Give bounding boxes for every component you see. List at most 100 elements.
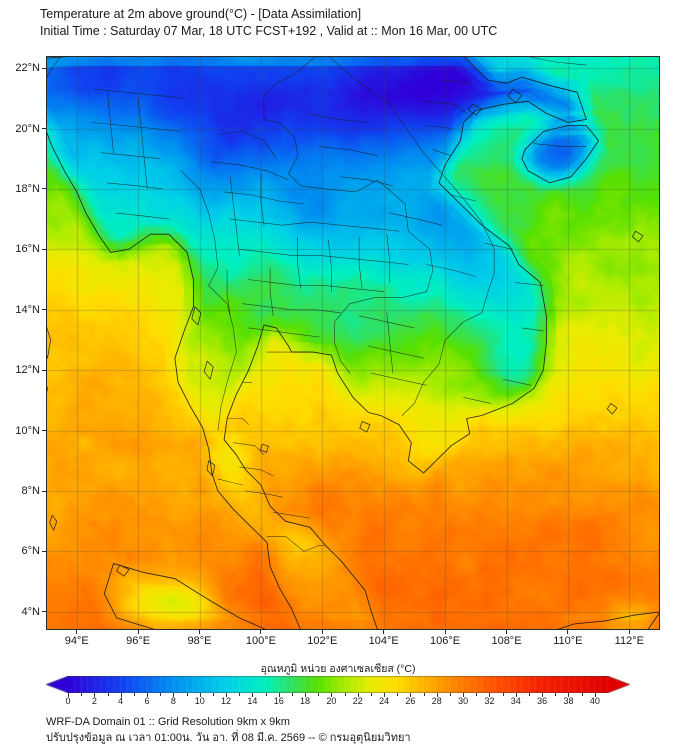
- colorbar-tick-minor: [239, 693, 241, 696]
- x-axis-tick: [628, 630, 630, 634]
- colorbar-tick-minor: [291, 693, 293, 696]
- x-axis-tick: [567, 630, 569, 634]
- footer-line1: WRF-DA Domain 01 :: Grid Resolution 9km …: [46, 716, 290, 728]
- colorbar-tick-minor: [107, 693, 109, 696]
- colorbar-tick-minor: [81, 693, 83, 696]
- colorbar-tick-major: [384, 693, 386, 697]
- colorbar-tick-minor: [370, 693, 372, 696]
- colorbar-title: อุณหภูมิ หน่วย องศาเซลเซียส (°C): [260, 663, 416, 675]
- colorbar-tick-label: 38: [563, 696, 574, 706]
- colorbar-tick-major: [436, 693, 438, 697]
- x-axis-tick: [137, 630, 139, 634]
- colorbar-tick-label: 22: [352, 696, 363, 706]
- y-axis-tick-label: 8°N: [21, 485, 40, 498]
- colorbar-tick-major: [252, 693, 254, 697]
- colorbar-tick-minor: [212, 693, 214, 696]
- colorbar-tick-major: [410, 693, 412, 697]
- colorbar-tick-label: 14: [247, 696, 258, 706]
- y-axis-tick-label: 10°N: [15, 424, 40, 437]
- y-axis-tick-label: 6°N: [21, 545, 40, 558]
- colorbar-strip: [46, 676, 630, 693]
- colorbar-tick-minor: [528, 693, 530, 696]
- y-axis-tick: [42, 248, 46, 250]
- y-axis-tick: [42, 128, 46, 129]
- colorbar-tick-minor: [265, 693, 267, 696]
- colorbar-tick-minor: [160, 693, 162, 696]
- x-axis-tick-label: 104°E: [368, 635, 399, 647]
- y-axis-tick-label: 22°N: [15, 62, 40, 75]
- y-axis-tick-label: 14°N: [15, 303, 40, 316]
- x-axis-tick: [76, 630, 78, 634]
- colorbar-tick-label: 28: [431, 696, 442, 706]
- y-axis-tick-label: 20°N: [15, 122, 40, 135]
- colorbar-tick-minor: [581, 693, 583, 696]
- colorbar-tick-minor: [186, 693, 188, 696]
- colorbar-tick-major: [173, 693, 175, 697]
- colorbar-tick-label: 26: [405, 696, 416, 706]
- colorbar-tick-minor: [502, 693, 504, 696]
- x-axis-tick: [199, 630, 200, 634]
- y-axis-tick: [42, 490, 46, 492]
- colorbar-tick-minor: [476, 693, 478, 696]
- colorbar-tick-label: 32: [484, 696, 495, 706]
- colorbar-tick-label: 12: [221, 696, 232, 706]
- temperature-field-canvas: [46, 56, 660, 630]
- colorbar-tick-label: 8: [170, 696, 176, 706]
- x-axis-tick-label: 94°E: [64, 635, 89, 647]
- colorbar-tick-label: 4: [118, 696, 124, 706]
- x-axis-tick-label: 106°E: [430, 635, 461, 647]
- colorbar-tick-label: 20: [326, 696, 337, 706]
- x-axis-tick-label: 96°E: [126, 635, 151, 647]
- x-axis-tick: [506, 630, 507, 634]
- colorbar-tick-major: [278, 693, 280, 697]
- y-axis-tick: [42, 309, 46, 311]
- x-axis-tick-label: 100°E: [245, 635, 276, 647]
- colorbar-tick-major: [515, 693, 517, 697]
- y-axis-tick-label: 12°N: [15, 364, 40, 377]
- colorbar-tick-label: 34: [510, 696, 521, 706]
- colorbar-tick-major: [94, 693, 96, 697]
- colorbar-tick-major: [331, 693, 333, 697]
- colorbar-gradient-canvas: [46, 676, 630, 693]
- y-axis-tick: [42, 611, 46, 613]
- colorbar-tick-major: [489, 693, 491, 697]
- y-axis-tick: [42, 430, 46, 432]
- colorbar-tick-label: 10: [194, 696, 205, 706]
- y-axis-tick-label: 4°N: [21, 605, 40, 618]
- colorbar-tick-minor: [423, 693, 425, 696]
- colorbar-tick-major: [68, 693, 69, 697]
- colorbar-tick-label: 24: [379, 696, 390, 706]
- colorbar-tick-minor: [397, 693, 399, 696]
- x-axis-tick: [260, 630, 262, 634]
- colorbar-tick-minor: [555, 693, 557, 696]
- colorbar-tick-label: 36: [537, 696, 548, 706]
- colorbar-tick-major: [120, 693, 122, 697]
- colorbar-tick-minor: [449, 693, 451, 696]
- x-axis-tick-label: 102°E: [307, 635, 338, 647]
- colorbar-tick-major: [594, 693, 596, 697]
- y-axis-tick: [42, 188, 46, 190]
- colorbar-tick-label: 18: [300, 696, 311, 706]
- temperature-map-panel: [46, 56, 660, 630]
- colorbar-block: อุณหภูมิ หน่วย องศาเซลเซียส (°C) 0 2 4 6 8 10…: [0, 660, 676, 710]
- colorbar-tick-minor: [344, 693, 346, 696]
- x-axis-tick-label: 98°E: [187, 635, 212, 647]
- y-axis-tick-label: 18°N: [15, 182, 40, 195]
- x-axis-tick: [444, 630, 446, 634]
- colorbar-tick-major: [357, 693, 359, 697]
- colorbar-tick-label: 16: [273, 696, 284, 706]
- chart-title-block: Temperature at 2m above ground(°C) - [Da…: [40, 6, 660, 40]
- colorbar-tick-label: 6: [144, 696, 150, 706]
- chart-title-line1: Temperature at 2m above ground(°C) - [Da…: [40, 7, 362, 21]
- colorbar-tick-label: 2: [91, 696, 97, 706]
- footer-line2: ปรับปรุงข้อมูล ณ เวลา 01:00น. วัน อา. ที…: [46, 732, 411, 744]
- x-axis-tick-label: 108°E: [491, 635, 522, 647]
- x-axis-tick-label: 112°E: [614, 635, 644, 647]
- colorbar-tick-minor: [133, 693, 135, 696]
- x-axis-tick: [383, 630, 385, 634]
- colorbar-tick-major: [542, 693, 544, 697]
- x-axis-tick: [321, 630, 323, 634]
- colorbar-tick-major: [226, 693, 228, 697]
- coastline-and-border-overlay: [46, 56, 660, 630]
- colorbar-tick-minor: [318, 693, 320, 696]
